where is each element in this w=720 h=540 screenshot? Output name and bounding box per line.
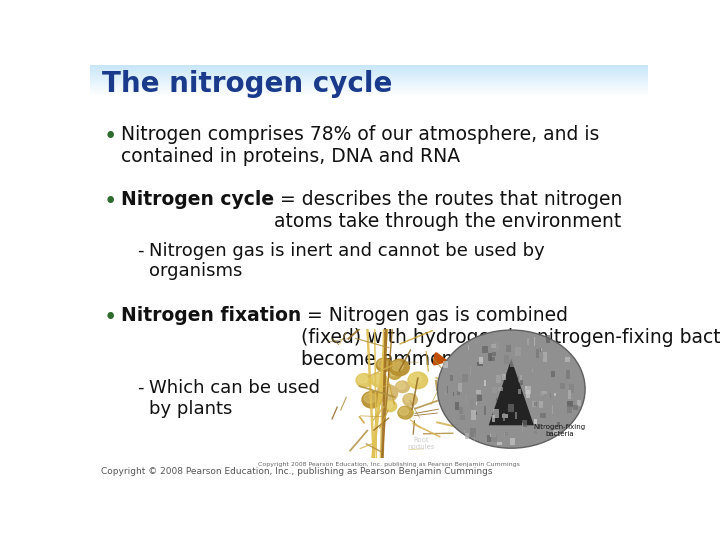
Bar: [90, 75, 648, 76]
Bar: [90, 88, 648, 89]
Bar: [90, 81, 648, 82]
Bar: [90, 83, 648, 84]
Bar: [90, 72, 648, 73]
Bar: [90, 68, 648, 69]
Bar: [90, 78, 648, 79]
Bar: [90, 66, 648, 67]
Text: Nitrogen fixation: Nitrogen fixation: [121, 306, 301, 325]
Bar: [90, 70, 648, 71]
Bar: [90, 90, 648, 91]
Bar: [90, 92, 648, 93]
Text: = Nitrogen gas is combined
(fixed) with hydrogen by nitrogen-fixing bacteria to
: = Nitrogen gas is combined (fixed) with …: [301, 306, 720, 369]
Bar: [90, 94, 648, 95]
Bar: [90, 77, 648, 78]
Bar: [90, 85, 648, 86]
Bar: [90, 86, 648, 87]
Text: Copyright © 2008 Pearson Education, Inc., publishing as Pearson Benjamin Cumming: Copyright © 2008 Pearson Education, Inc.…: [101, 467, 492, 476]
Bar: [90, 93, 648, 94]
Bar: [90, 91, 648, 92]
Bar: [90, 84, 648, 85]
Text: Copyright 2008 Pearson Education, Inc. publishing as Pearson Benjamin Cummings: Copyright 2008 Pearson Education, Inc. p…: [258, 462, 519, 467]
Text: -: -: [138, 241, 144, 260]
Bar: [90, 74, 648, 75]
Text: The nitrogen cycle: The nitrogen cycle: [102, 70, 392, 98]
Text: •: •: [104, 306, 117, 329]
Text: Which can be used
by plants: Which can be used by plants: [148, 379, 320, 417]
Text: •: •: [104, 190, 117, 213]
Text: Nitrogen comprises 78% of our atmosphere, and is
contained in proteins, DNA and : Nitrogen comprises 78% of our atmosphere…: [121, 125, 599, 166]
Bar: [90, 89, 648, 90]
Bar: [90, 87, 648, 88]
Bar: [90, 80, 648, 81]
Bar: [90, 73, 648, 74]
Bar: [90, 82, 648, 83]
Bar: [90, 79, 648, 80]
Bar: [90, 65, 648, 66]
Text: Nitrogen cycle: Nitrogen cycle: [121, 190, 274, 208]
Text: Nitrogen gas is inert and cannot be used by
organisms: Nitrogen gas is inert and cannot be used…: [148, 241, 544, 280]
Bar: [90, 67, 648, 68]
Bar: [90, 71, 648, 72]
Text: = describes the routes that nitrogen
atoms take through the environment: = describes the routes that nitrogen ato…: [274, 190, 622, 231]
Text: -: -: [138, 379, 144, 397]
Text: •: •: [104, 125, 117, 148]
Bar: [90, 95, 648, 96]
Bar: [90, 76, 648, 77]
Bar: [90, 69, 648, 70]
